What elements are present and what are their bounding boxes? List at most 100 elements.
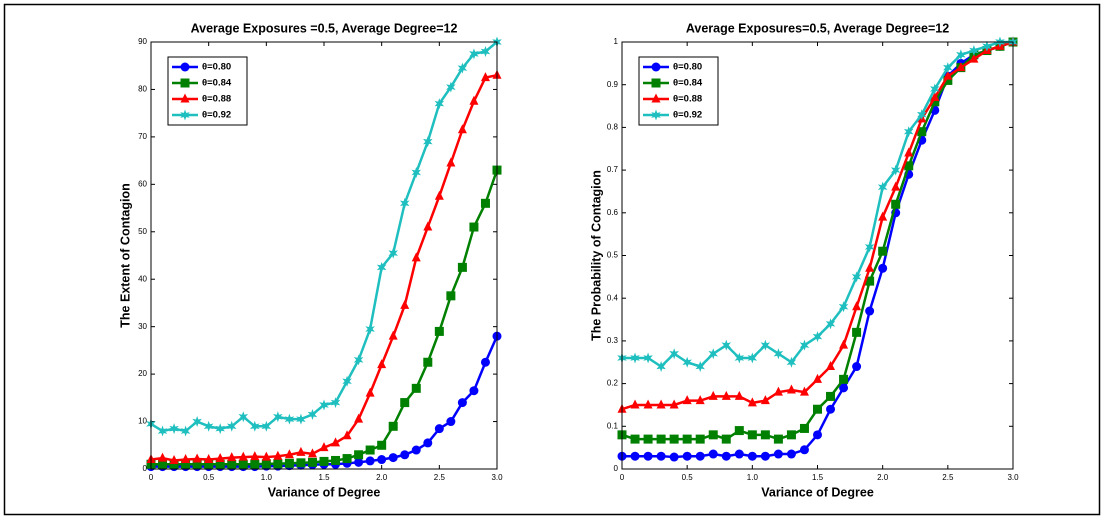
- legend-label: θ=0.84: [202, 78, 232, 89]
- marker: [760, 451, 770, 461]
- marker: [296, 413, 306, 425]
- marker: [469, 95, 479, 105]
- marker: [813, 430, 822, 440]
- marker: [695, 395, 705, 405]
- marker: [799, 339, 810, 351]
- y-axis-label: The Extent of Contagion: [118, 183, 132, 327]
- legend-label: θ=0.88: [202, 94, 231, 105]
- marker: [943, 62, 953, 74]
- chart-title: Average Exposures=0.5, Average Degree=12: [686, 21, 949, 35]
- x-tick-label: 0: [620, 473, 625, 482]
- marker: [877, 181, 888, 193]
- y-tick-label: 0.6: [607, 208, 619, 217]
- marker: [656, 434, 666, 444]
- marker: [982, 40, 992, 52]
- marker: [839, 383, 849, 393]
- marker: [284, 413, 295, 425]
- marker: [903, 126, 914, 138]
- marker: [354, 450, 364, 460]
- marker: [734, 449, 744, 459]
- x-tick-label: 0.5: [682, 473, 694, 482]
- marker: [786, 430, 796, 440]
- marker: [423, 438, 433, 448]
- x-tick-label: 2.5: [942, 473, 954, 482]
- marker: [773, 434, 783, 444]
- marker: [411, 445, 421, 455]
- y-tick-label: 0.2: [607, 379, 619, 388]
- marker: [388, 330, 398, 340]
- y-tick-label: 0: [614, 464, 619, 473]
- x-tick-label: 0: [149, 473, 154, 482]
- marker: [826, 404, 836, 414]
- marker: [891, 199, 901, 209]
- marker: [734, 390, 744, 400]
- marker: [799, 445, 809, 455]
- marker: [411, 166, 422, 178]
- marker: [630, 434, 640, 444]
- marker: [353, 354, 364, 366]
- marker: [682, 451, 692, 461]
- marker: [643, 352, 653, 364]
- marker: [786, 449, 796, 459]
- marker: [760, 395, 770, 405]
- x-tick-label: 1.5: [812, 473, 824, 482]
- x-tick-label: 0.5: [203, 473, 215, 482]
- y-tick-label: 10: [138, 417, 147, 426]
- marker: [180, 109, 190, 121]
- legend-label: θ=0.92: [673, 110, 702, 121]
- x-axis-label: Variance of Degree: [761, 485, 874, 499]
- marker: [434, 424, 444, 434]
- y-tick-label: 0.9: [607, 80, 619, 89]
- marker: [180, 62, 190, 72]
- marker: [851, 271, 862, 283]
- marker: [656, 399, 666, 409]
- marker: [839, 339, 849, 349]
- marker: [651, 62, 661, 72]
- marker: [669, 399, 679, 409]
- marker: [917, 127, 927, 137]
- marker: [651, 93, 661, 103]
- marker: [307, 457, 317, 467]
- marker: [799, 423, 809, 433]
- marker: [864, 241, 875, 253]
- axes-box: [621, 41, 1014, 470]
- marker: [273, 459, 283, 469]
- marker: [956, 49, 966, 61]
- marker: [721, 434, 731, 444]
- marker: [192, 459, 202, 469]
- marker: [838, 301, 849, 313]
- marker: [969, 45, 979, 57]
- marker: [307, 408, 318, 420]
- marker: [423, 136, 433, 148]
- marker: [669, 348, 679, 360]
- marker: [695, 434, 705, 444]
- marker: [273, 450, 283, 460]
- marker: [180, 93, 190, 103]
- marker: [319, 442, 329, 452]
- marker: [411, 383, 421, 393]
- y-tick-label: 1: [614, 37, 619, 46]
- marker: [400, 299, 410, 309]
- marker: [721, 339, 732, 351]
- x-axis-label: Variance of Degree: [268, 485, 381, 499]
- marker: [480, 72, 490, 82]
- legend-label: θ=0.80: [202, 62, 231, 73]
- marker: [669, 452, 679, 462]
- marker: [376, 261, 387, 273]
- marker: [423, 357, 433, 367]
- marker: [226, 420, 237, 432]
- y-axis-label: The Probability of Contagion: [589, 170, 603, 341]
- axes-box: [150, 41, 498, 470]
- marker: [457, 62, 468, 74]
- marker: [799, 386, 809, 396]
- marker: [400, 398, 410, 408]
- marker: [695, 361, 705, 373]
- marker: [169, 423, 179, 435]
- marker: [826, 391, 836, 401]
- marker: [215, 423, 225, 435]
- marker: [399, 197, 410, 209]
- marker: [786, 384, 796, 394]
- marker: [708, 348, 718, 360]
- marker: [158, 452, 168, 462]
- marker: [747, 430, 757, 440]
